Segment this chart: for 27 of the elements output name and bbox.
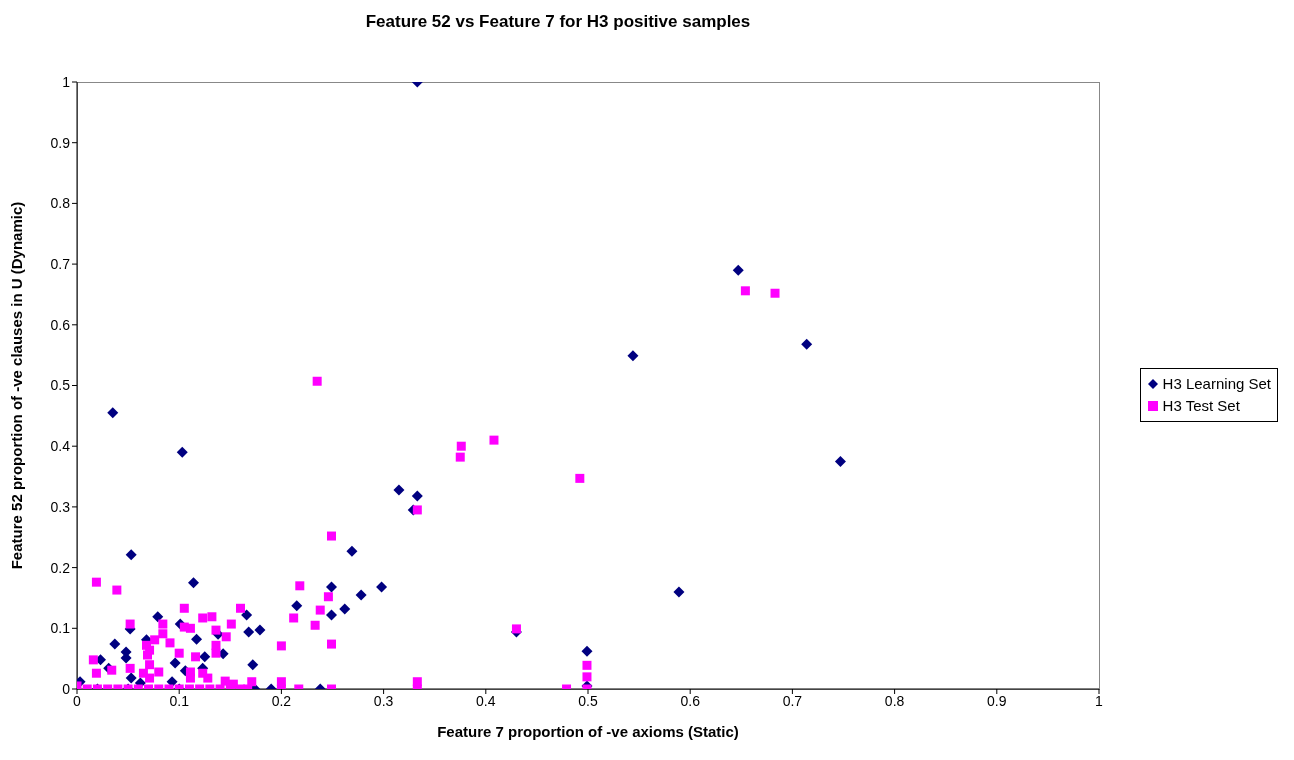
- x-tick-label: 0.3: [373, 692, 394, 709]
- x-tick-label: 0.5: [578, 692, 598, 709]
- y-tick-label: 0.6: [50, 316, 71, 333]
- y-tick-label: 0.5: [50, 377, 71, 394]
- x-tick-label: 0.8: [884, 692, 905, 709]
- y-axis-title: Feature 52 proportion of -ve clauses in U (Dynamic): [8, 201, 26, 570]
- y-tick-label: 0.1: [50, 620, 71, 637]
- y-tick-label: 0.7: [50, 256, 71, 273]
- chart-title: Feature 52 vs Feature 7 for H3 positive samples: [364, 12, 752, 32]
- y-tick-label: 1: [62, 73, 71, 90]
- legend-label: H3 Test Set: [1162, 396, 1240, 416]
- y-tick-label: 0.4: [50, 438, 71, 455]
- y-tick-label: 0.3: [50, 498, 71, 515]
- x-tick-label: 0.9: [987, 692, 1007, 709]
- y-tick-label: 0.2: [50, 559, 71, 576]
- x-tick-label: 0: [73, 692, 82, 709]
- x-tick-label: 0.4: [476, 692, 496, 709]
- x-tick-label: 0.2: [271, 692, 292, 709]
- x-tick-label: 1: [1095, 692, 1104, 709]
- x-axis-title: Feature 7 proportion of -ve axioms (Static): [437, 723, 739, 740]
- y-tick-label: 0: [62, 680, 71, 697]
- x-tick-label: 0.7: [782, 692, 803, 709]
- x-tick-label: 0.1: [169, 692, 190, 709]
- x-tick-label: 0.6: [680, 692, 701, 709]
- y-tick-label: 0.8: [50, 195, 71, 212]
- legend-label: H3 Learning Set: [1162, 374, 1271, 394]
- y-tick-label: 0.9: [50, 134, 71, 151]
